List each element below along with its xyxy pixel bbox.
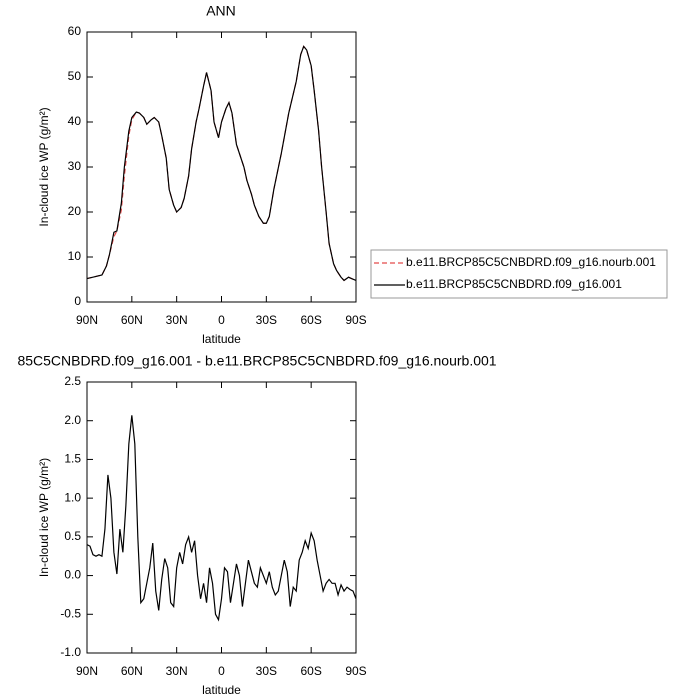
- x-tick-label: 90N: [76, 313, 98, 327]
- legend-label: b.e11.BRCP85C5CNBDRD.f09_g16.001: [406, 277, 622, 291]
- y-tick-label: 0.0: [64, 568, 81, 582]
- y-tick-label: 1.0: [64, 490, 81, 504]
- data-line: [86, 45, 357, 282]
- y-tick-label: 50: [68, 69, 82, 83]
- x-tick-label: 30N: [166, 664, 188, 678]
- y-tick-label: 20: [68, 204, 82, 218]
- data-line: [86, 45, 357, 282]
- x-tick-label: 0: [218, 664, 225, 678]
- data-line: [86, 415, 357, 622]
- y-tick-label: 40: [68, 114, 82, 128]
- x-axis-label: latitude: [202, 683, 241, 697]
- y-tick-label: 30: [68, 159, 82, 173]
- y-axis-label: In-cloud ice WP (g/m²): [37, 458, 51, 577]
- legend-label: b.e11.BRCP85C5CNBDRD.f09_g16.nourb.001: [406, 255, 656, 269]
- plot-frame: [86, 381, 357, 654]
- y-tick-label: 60: [68, 24, 82, 38]
- x-tick-label: 60S: [300, 664, 321, 678]
- legend-box: [370, 249, 668, 299]
- chart-title: ANN: [206, 3, 236, 19]
- y-tick-label: -0.5: [60, 606, 81, 620]
- x-tick-label: 60S: [300, 313, 321, 327]
- x-tick-label: 30S: [256, 313, 277, 327]
- y-tick-label: 0.5: [64, 529, 81, 543]
- x-tick-label: 0: [218, 313, 225, 327]
- y-tick-label: -1.0: [60, 645, 81, 659]
- x-tick-label: 60N: [121, 313, 143, 327]
- y-tick-label: 2.0: [64, 413, 81, 427]
- x-tick-label: 90S: [345, 664, 366, 678]
- y-tick-label: 2.5: [64, 374, 81, 388]
- y-tick-label: 1.5: [64, 452, 81, 466]
- plot-frame: [86, 31, 357, 303]
- x-tick-label: 90N: [76, 664, 98, 678]
- x-axis-label: latitude: [202, 332, 241, 346]
- y-tick-label: 10: [68, 249, 82, 263]
- x-tick-label: 30N: [166, 313, 188, 327]
- x-tick-label: 60N: [121, 664, 143, 678]
- x-tick-label: 90S: [345, 313, 366, 327]
- x-tick-label: 30S: [256, 664, 277, 678]
- y-tick-label: 0: [74, 294, 81, 308]
- chart-title: 85C5CNBDRD.f09_g16.001 - b.e11.BRCP85C5C…: [17, 353, 496, 369]
- y-axis-label: In-cloud ice WP (g/m²): [37, 107, 51, 226]
